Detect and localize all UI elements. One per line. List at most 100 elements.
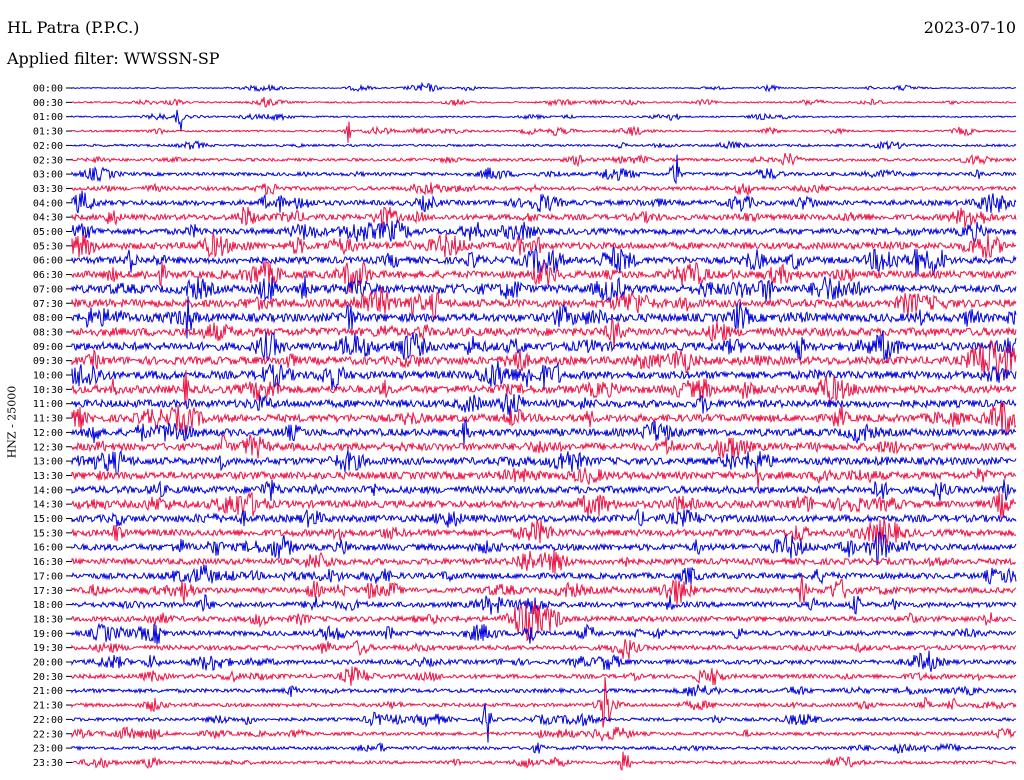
seismic-trace-2330 — [71, 751, 1017, 771]
time-tick-label: 19:00 — [33, 629, 63, 640]
time-tick-label: 03:30 — [33, 184, 63, 195]
seismic-trace-0830 — [71, 318, 1017, 350]
seismic-trace-2130 — [71, 676, 1017, 728]
seismic-trace-0130 — [71, 121, 1017, 143]
time-tick-label: 22:00 — [33, 715, 63, 726]
time-tick-label: 08:30 — [33, 327, 63, 338]
seismic-trace-1900 — [71, 622, 1017, 645]
time-tick-label: 02:30 — [33, 155, 63, 166]
time-tick-label: 07:00 — [33, 284, 63, 295]
seismic-trace-1930 — [71, 639, 1017, 660]
seismic-trace-2230 — [71, 726, 1017, 743]
seismic-trace-1800 — [71, 594, 1017, 616]
seismic-trace-2100 — [71, 684, 1017, 697]
seismic-trace-2200 — [71, 703, 1017, 743]
seismic-trace-1330 — [71, 467, 1017, 489]
time-tick-label: 17:00 — [33, 571, 63, 582]
time-tick-label: 23:30 — [33, 758, 63, 769]
seismic-trace-1400 — [71, 479, 1017, 502]
time-tick-label: 11:30 — [33, 414, 63, 425]
time-tick-label: 21:30 — [33, 701, 63, 712]
seismic-trace-0730 — [71, 286, 1017, 320]
time-tick-label: 17:30 — [33, 586, 63, 597]
seismic-trace-0000 — [71, 81, 1017, 93]
seismic-trace-2030 — [71, 666, 1017, 686]
time-tick-label: 13:30 — [33, 471, 63, 482]
time-tick-label: 19:30 — [33, 643, 63, 654]
time-tick-label: 15:00 — [33, 514, 63, 525]
seismic-trace-0430 — [71, 206, 1017, 230]
time-tick-label: 07:30 — [33, 299, 63, 310]
time-tick-label: 14:00 — [33, 485, 63, 496]
time-tick-label: 21:00 — [33, 686, 63, 697]
seismic-trace-0930 — [71, 339, 1017, 380]
time-tick-label: 13:00 — [33, 457, 63, 468]
time-tick-label: 05:30 — [33, 241, 63, 252]
seismic-trace-1000 — [71, 360, 1017, 391]
time-tick-label: 05:00 — [33, 227, 63, 238]
time-tick-label: 11:00 — [33, 399, 63, 410]
seismic-trace-1500 — [71, 508, 1017, 528]
seismic-trace-0700 — [71, 275, 1017, 303]
time-tick-label: 06:00 — [33, 256, 63, 267]
time-tick-label: 08:00 — [33, 313, 63, 324]
seismic-trace-0400 — [71, 190, 1017, 214]
seismic-trace-1230 — [71, 434, 1017, 459]
seismic-trace-0200 — [71, 140, 1017, 150]
time-tick-label: 10:00 — [33, 371, 63, 382]
seismic-trace-0800 — [71, 296, 1017, 339]
seismic-trace-0630 — [71, 260, 1017, 293]
time-tick-label: 12:30 — [33, 442, 63, 453]
time-tick-label: 20:00 — [33, 658, 63, 669]
seismic-trace-1130 — [71, 401, 1017, 435]
seismic-trace-0030 — [71, 97, 1017, 108]
time-tick-label: 16:30 — [33, 557, 63, 568]
time-tick-label: 10:30 — [33, 385, 63, 396]
time-tick-label: 00:30 — [33, 98, 63, 109]
seismic-trace-1630 — [71, 549, 1017, 574]
seismic-trace-0230 — [71, 152, 1017, 168]
seismic-trace-1200 — [71, 418, 1017, 445]
seismic-trace-0100 — [71, 109, 1017, 131]
time-tick-label: 20:30 — [33, 672, 63, 683]
time-tick-label: 18:30 — [33, 614, 63, 625]
time-tick-label: 03:00 — [33, 170, 63, 181]
time-tick-label: 12:00 — [33, 428, 63, 439]
seismic-trace-2300 — [71, 742, 1017, 754]
seismic-trace-1300 — [71, 449, 1017, 475]
time-tick-label: 23:00 — [33, 744, 63, 755]
seismic-trace-0330 — [71, 182, 1017, 197]
seismic-trace-2000 — [71, 650, 1017, 672]
seismic-trace-0300 — [71, 154, 1017, 185]
seismic-trace-0900 — [71, 330, 1017, 363]
time-tick-label: 09:00 — [33, 342, 63, 353]
time-tick-label: 09:30 — [33, 356, 63, 367]
seismic-trace-0530 — [71, 232, 1017, 259]
station-title: HL Patra (P.P.C.) — [7, 18, 140, 37]
time-tick-label: 06:30 — [33, 270, 63, 281]
time-tick-label: 04:30 — [33, 213, 63, 224]
time-tick-label: 01:00 — [33, 112, 63, 123]
time-tick-label: 16:00 — [33, 543, 63, 554]
time-tick-label: 22:30 — [33, 729, 63, 740]
time-tick-label: 14:30 — [33, 500, 63, 511]
seismic-trace-1700 — [71, 564, 1017, 585]
date-label: 2023-07-10 — [923, 18, 1016, 37]
time-tick-label: 15:30 — [33, 528, 63, 539]
seismic-trace-1100 — [71, 393, 1017, 418]
time-tick-label: 01:30 — [33, 127, 63, 138]
time-tick-label: 02:00 — [33, 141, 63, 152]
seismic-trace-1830 — [71, 602, 1017, 642]
seismic-trace-0500 — [71, 219, 1017, 243]
time-tick-label: 04:00 — [33, 198, 63, 209]
time-tick-label: 18:00 — [33, 600, 63, 611]
seismic-trace-1030 — [71, 370, 1017, 407]
seismic-trace-1430 — [71, 491, 1017, 519]
filter-label: Applied filter: WWSSN-SP — [7, 49, 220, 68]
seismic-trace-0600 — [71, 246, 1017, 277]
seismic-trace-1530 — [71, 518, 1017, 547]
seismic-trace-1730 — [71, 575, 1017, 606]
time-tick-label: 00:00 — [33, 84, 63, 95]
seismic-trace-1600 — [71, 531, 1017, 566]
